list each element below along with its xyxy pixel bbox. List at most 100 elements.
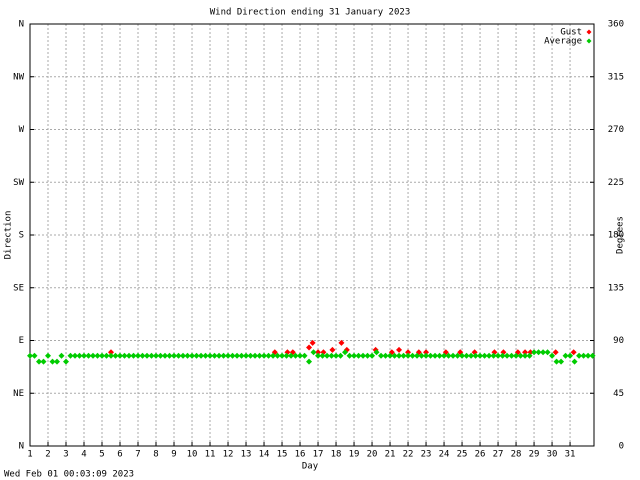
point [346,352,353,359]
point [324,352,331,359]
point [256,352,263,359]
point [306,358,313,365]
point [450,352,457,359]
point [472,352,479,359]
point [63,358,70,365]
point [189,352,196,359]
point [270,352,277,359]
point [103,352,110,359]
point [216,352,223,359]
point [274,352,281,359]
x-tick-label: 7 [135,450,140,460]
point [247,352,254,359]
point [207,352,214,359]
point [355,352,362,359]
point [396,346,403,353]
y-tick-label: SW [13,178,24,188]
point [202,352,209,359]
legend-label: Gust [560,28,582,38]
x-tick-label: 27 [493,450,504,460]
point [338,339,345,346]
x-tick-label: 3 [63,450,68,460]
point [193,352,200,359]
point [396,352,403,359]
x-tick-label: 4 [81,450,86,460]
point [373,349,380,356]
point [297,352,304,359]
point [517,352,524,359]
point [468,352,475,359]
point [405,352,412,359]
point [198,352,205,359]
x-tick-label: 30 [547,450,558,460]
point [292,352,299,359]
point [508,352,515,359]
point [405,349,412,356]
point [558,358,565,365]
point [148,352,155,359]
x-tick-label: 13 [241,450,252,460]
point [364,352,371,359]
point [360,352,367,359]
x-tick-label: 8 [153,450,158,460]
y-tick-label: N [19,442,24,452]
point [171,352,178,359]
point [570,349,577,356]
point [184,352,191,359]
point [279,352,286,359]
point [54,358,61,365]
point [49,358,56,365]
point [81,352,88,359]
point [306,344,313,351]
point [432,352,439,359]
x-axis-label: Day [302,462,319,472]
y-tick-label: NW [13,72,24,82]
point [329,346,336,353]
x-tick-label: 17 [313,450,324,460]
point [72,352,79,359]
point [522,352,529,359]
point [459,352,466,359]
x-tick-label: 12 [223,450,234,460]
point [301,352,308,359]
point [27,352,33,359]
y2-tick-label: 270 [608,125,624,135]
x-tick-label: 5 [99,450,104,460]
point [526,352,533,359]
plot-border [29,23,595,447]
y2-tick-label: 180 [608,231,624,241]
point [112,352,119,359]
point [211,352,218,359]
point [265,352,272,359]
point [369,352,376,359]
point [513,352,520,359]
point [522,349,529,356]
point [36,358,43,365]
x-tick-label: 26 [475,450,486,460]
x-tick-label: 9 [171,450,176,460]
point [180,352,187,359]
point [126,352,133,359]
point [580,352,587,359]
point [288,352,295,359]
point [67,352,74,359]
point [486,352,493,359]
point [387,352,394,359]
y-tick-label: NE [13,389,24,399]
point [423,352,430,359]
point [315,352,322,359]
legend-label: Average [544,37,582,47]
point [90,352,97,359]
point [243,352,250,359]
point [162,352,169,359]
point [45,352,52,359]
point [319,352,326,359]
y2-tick-label: 360 [608,20,624,30]
point [309,339,316,346]
point [436,352,443,359]
y-tick-label: E [19,336,24,346]
point [495,352,502,359]
x-tick-label: 1 [27,450,32,460]
y2-tick-label: 45 [613,389,624,399]
point [423,349,430,356]
